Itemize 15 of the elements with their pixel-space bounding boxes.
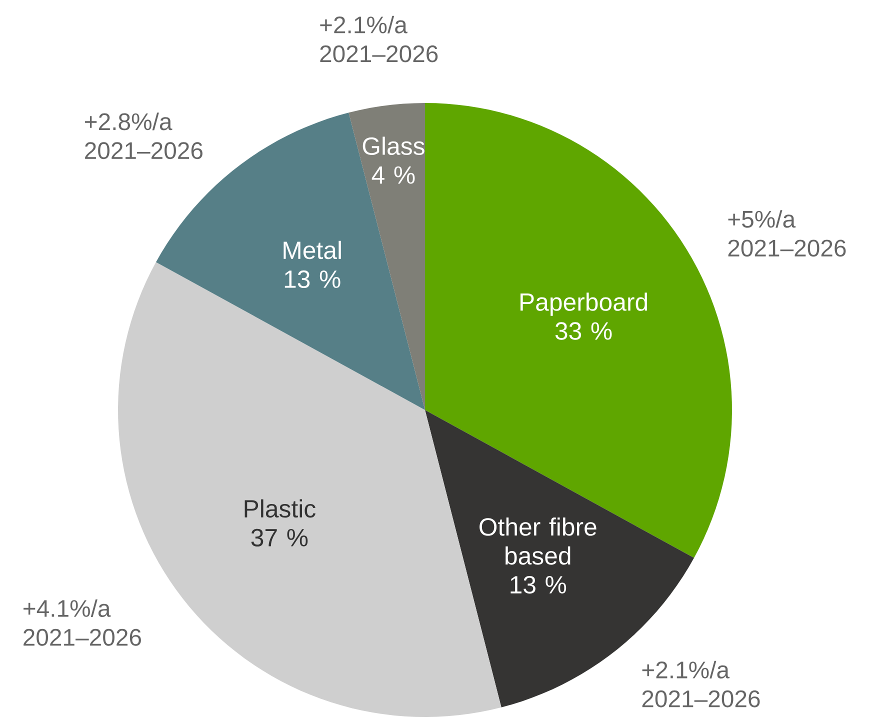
data-label: 4 % xyxy=(372,166,415,184)
data-label: 13 % xyxy=(510,576,566,594)
text: +2.8%/a 2021–2026 xyxy=(85,112,202,160)
slice-label: Other fibre based xyxy=(480,518,596,565)
data-label: 37 % xyxy=(251,528,308,546)
text: +2.1%/a 2021–2026 xyxy=(320,16,438,62)
slice-label: Paperboard xyxy=(520,292,648,316)
text: +5%/a 2021–2026 xyxy=(728,210,846,257)
text: +2.1%/a 2021–2026 xyxy=(642,660,760,708)
slice-label: Glass xyxy=(362,136,424,155)
slice-label: Metal xyxy=(284,240,341,260)
text: +4.1%/a 2021–2026 xyxy=(24,599,141,646)
data-label: 13 % xyxy=(284,270,340,288)
data-label: 33 % xyxy=(555,322,612,340)
slice-label: Plastic xyxy=(244,499,316,518)
